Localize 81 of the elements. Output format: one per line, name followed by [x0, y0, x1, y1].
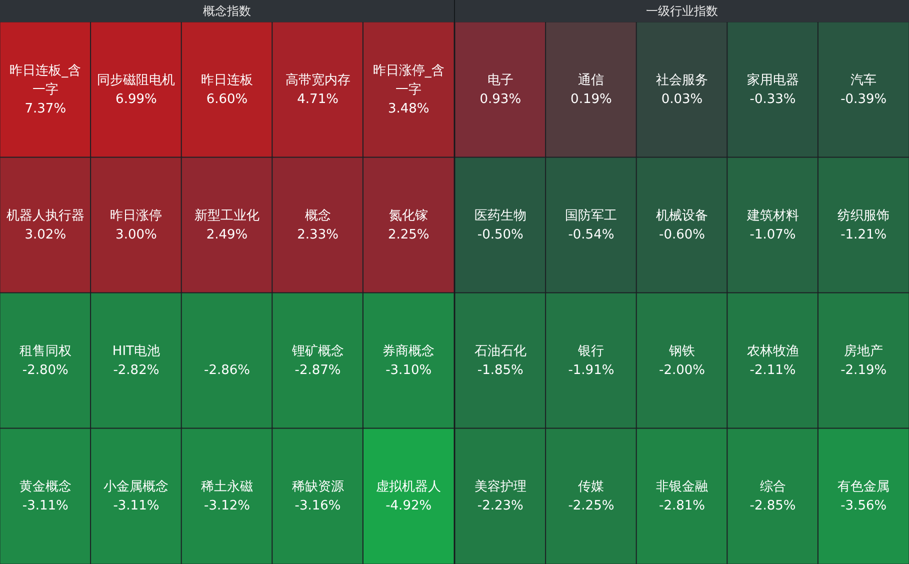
category-label: 黄金概念 — [19, 479, 72, 494]
category-label: 有色金属 — [838, 479, 890, 494]
category-label: 昨日连板_含一字 — [10, 63, 82, 98]
data-label: -3.56% — [840, 498, 887, 514]
data-label: -3.11% — [22, 498, 68, 514]
category-label: 电子 — [487, 72, 514, 88]
data-label: 0.93% — [480, 92, 522, 107]
data-label: -3.10% — [386, 362, 432, 378]
data-label: -2.86% — [204, 362, 250, 378]
data-label: 2.33% — [297, 227, 338, 242]
data-label: -2.87% — [294, 362, 341, 378]
category-label: 国防军工 — [565, 208, 618, 224]
data-label: 4.71% — [297, 92, 338, 107]
data-label: -2.11% — [750, 362, 796, 378]
category-label: 机器人执行器 — [6, 208, 84, 224]
data-label: -3.12% — [204, 498, 250, 514]
category-label: 同步磁阻电机 — [97, 72, 176, 88]
data-label: -2.81% — [659, 498, 705, 514]
category-label: 昨日连板 — [201, 72, 253, 88]
category-label: 房地产 — [844, 342, 884, 359]
data-label: -2.82% — [113, 362, 160, 378]
category-label: 昨日涨停 — [110, 208, 162, 224]
category-label: 社会服务 — [656, 72, 708, 88]
category-label: 纺织服饰 — [838, 208, 890, 224]
data-label: -0.50% — [477, 227, 524, 242]
category-label: 小金属概念 — [104, 479, 169, 494]
data-label: -2.85% — [750, 498, 796, 514]
category-label: 美容护理 — [474, 478, 526, 494]
data-label: 6.60% — [206, 92, 248, 107]
category-label: 钢铁 — [668, 344, 695, 359]
category-label: 昨日涨停_含一字 — [372, 63, 444, 98]
category-label: 稀土永磁 — [201, 478, 253, 494]
data-label: -2.25% — [568, 498, 614, 514]
category-label: 建筑材料 — [746, 208, 799, 224]
category-label: 家用电器 — [746, 72, 799, 88]
category-label: 非银金融 — [656, 479, 708, 494]
data-label: -3.11% — [113, 498, 160, 514]
data-label: -3.16% — [294, 498, 341, 514]
category-label: 医药生物 — [474, 208, 526, 224]
data-label: -0.39% — [840, 92, 887, 107]
category-label: 新型工业化 — [194, 208, 260, 224]
data-label: 7.37% — [24, 101, 66, 116]
data-label: 2.25% — [388, 227, 430, 242]
data-label: 6.99% — [116, 92, 157, 107]
category-label: HIT电池 — [112, 344, 160, 359]
text: 一级行业指数 — [455, 0, 909, 22]
data-label: 3.00% — [116, 227, 157, 242]
text: 概念指数 — [0, 0, 454, 22]
data-label: 3.48% — [388, 101, 430, 116]
data-label: -2.80% — [22, 362, 68, 378]
category-label: 概念 — [304, 208, 331, 224]
data-label: 0.03% — [661, 92, 703, 107]
data-label: -1.07% — [750, 227, 796, 242]
category-label: 汽车 — [850, 72, 877, 88]
category-label: 石油石化 — [474, 344, 526, 359]
category-label: 虚拟机器人 — [376, 479, 442, 494]
category-label: 综合 — [760, 479, 786, 494]
data-label: -1.91% — [568, 362, 614, 378]
data-label: -0.33% — [750, 92, 796, 107]
category-label: 传媒 — [578, 479, 604, 494]
category-label: 高带宽内存 — [285, 72, 350, 88]
data-label: 3.02% — [24, 227, 66, 242]
category-label: 农林牧渔 — [746, 344, 799, 359]
data-label: -0.54% — [568, 227, 614, 242]
category-label: 锂矿概念 — [290, 344, 344, 359]
category-label: 银行 — [577, 344, 604, 359]
category-label: 租售同权 — [19, 344, 72, 359]
data-label: -2.19% — [840, 362, 887, 378]
data-label: -2.00% — [659, 362, 705, 378]
category-label: 氮化镓 — [389, 208, 428, 224]
category-label: 通信 — [578, 72, 604, 88]
data-label: 0.19% — [570, 92, 612, 107]
data-label: 2.49% — [206, 227, 248, 242]
category-label: 机械设备 — [656, 208, 708, 224]
data-label: -4.92% — [386, 498, 432, 514]
data-label: -0.60% — [659, 227, 705, 242]
category-label: 稀缺资源 — [292, 479, 344, 494]
data-label: -1.85% — [477, 362, 524, 378]
data-label: -2.23% — [477, 498, 524, 514]
data-label: -1.21% — [840, 227, 887, 242]
category-label: 券商概念 — [382, 344, 435, 359]
